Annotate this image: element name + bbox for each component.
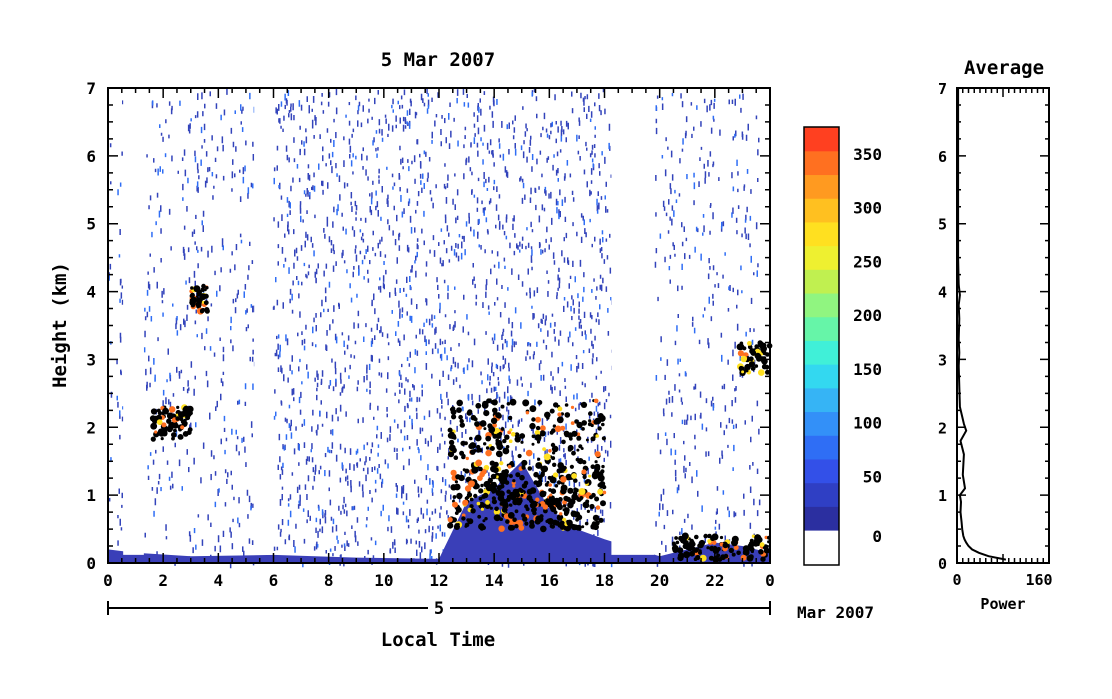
x-tick-label: 0 xyxy=(103,571,113,590)
y-tick-label: 4 xyxy=(86,283,96,302)
average-title: Average xyxy=(964,57,1044,79)
colorbar-swatch xyxy=(804,435,839,460)
x-tick-label: 4 xyxy=(214,571,224,590)
plot-frame xyxy=(107,87,771,564)
heatmap-cells xyxy=(108,88,761,569)
y-tick-label: 2 xyxy=(86,418,96,437)
average-axis-ticks xyxy=(956,87,1050,564)
date-axis-day: 5 xyxy=(434,599,444,619)
colorbar-tick-label: 200 xyxy=(853,306,882,325)
surface-layer-area xyxy=(108,461,770,563)
x-tick-label: 2 xyxy=(158,571,168,590)
colorbar-swatch xyxy=(804,127,839,152)
echo-cluster xyxy=(149,404,194,442)
surface-layer xyxy=(108,88,770,563)
average-y-tick-label: 6 xyxy=(938,148,947,166)
colorbar-swatches xyxy=(804,127,839,531)
axis-ticks xyxy=(107,87,771,564)
x-tick-label: 16 xyxy=(540,571,559,590)
colorbar-tick-label: 300 xyxy=(853,199,882,218)
echo-cluster xyxy=(671,532,771,563)
colorbar-tick-label: 50 xyxy=(863,467,882,486)
x-tick-label: 12 xyxy=(429,571,448,590)
y-tick-label: 3 xyxy=(86,350,96,369)
x-tick-label: 8 xyxy=(324,571,334,590)
colorbar-swatch xyxy=(804,340,839,365)
colorbar-swatch xyxy=(804,150,839,176)
echo-cluster xyxy=(189,283,210,315)
y-axis-label: Height (km) xyxy=(49,262,71,388)
average-y-tick-label: 7 xyxy=(938,80,947,98)
colorbar-swatch xyxy=(804,198,839,223)
colorbar-swatch xyxy=(804,506,839,531)
colorbar-tick-label: 350 xyxy=(853,145,882,164)
colorbar-swatch xyxy=(804,364,839,389)
y-tick-label: 1 xyxy=(86,486,96,505)
colorbar-swatch xyxy=(804,387,839,413)
average-y-tick-labels: 0 1 2 3 4 5 6 7 xyxy=(938,80,947,573)
x-tick-label: 6 xyxy=(269,571,279,590)
average-y-tick-label: 2 xyxy=(938,419,947,437)
x-tick-label: 10 xyxy=(374,571,393,590)
average-y-tick-label: 4 xyxy=(938,284,947,302)
y-tick-label: 0 xyxy=(86,554,96,573)
colorbar-frame xyxy=(803,126,840,566)
x-tick-label: 18 xyxy=(595,571,614,590)
height-time-plot: 5 Mar 2007 0 2 4 6 8 10 12 14 16 18 20 22 0 01234567… xyxy=(49,49,874,651)
colorbar-swatch xyxy=(804,174,839,199)
colorbar-swatch xyxy=(804,292,839,318)
x-tick-labels: 0 2 4 6 8 10 12 14 16 18 20 22 0 xyxy=(103,571,775,590)
y-tick-label: 7 xyxy=(86,79,96,98)
average-x-tick-labels: 0 160 xyxy=(952,571,1052,589)
date-axis-month: Mar 2007 xyxy=(797,603,874,622)
colorbar-tick-label: 100 xyxy=(853,414,882,433)
average-y-tick-label: 3 xyxy=(938,351,947,369)
colorbar-tick-label: 0 xyxy=(872,527,882,546)
y-tick-label: 5 xyxy=(86,215,96,234)
average-x-label: Power xyxy=(980,595,1025,613)
average-y-tick-label: 1 xyxy=(938,487,947,505)
colorbar-swatch xyxy=(804,458,839,484)
chart-title: 5 Mar 2007 xyxy=(381,49,495,71)
average-y-tick-label: 5 xyxy=(938,216,947,234)
data-gap xyxy=(123,88,144,555)
x-tick-label: 14 xyxy=(485,571,504,590)
average-x-tick-label: 160 xyxy=(1025,571,1052,589)
y-tick-labels: 0 1 2 3 4 5 6 7 xyxy=(86,79,96,573)
colorbar-tick-labels: 0 50 100 150 200 250 300 350 xyxy=(853,145,882,546)
echo-cluster xyxy=(447,398,607,533)
colorbar-swatch xyxy=(804,269,839,294)
y-tick-label: 6 xyxy=(86,147,96,166)
colorbar-swatch xyxy=(804,411,839,436)
x-axis-label: Local Time xyxy=(381,629,495,651)
noise-cells-dark xyxy=(108,88,761,569)
colorbar-swatch xyxy=(804,316,839,341)
strong-echo-clusters xyxy=(149,283,773,563)
average-x-tick-label: 0 xyxy=(952,571,961,589)
colorbar-tick-label: 250 xyxy=(853,252,882,271)
colorbar-swatch xyxy=(804,482,839,507)
average-y-tick-label: 0 xyxy=(938,555,947,573)
data-gap xyxy=(611,88,655,555)
colorbar-tick-label: 150 xyxy=(853,360,882,379)
average-frame xyxy=(956,87,1050,564)
date-axis: 5 Mar 2007 xyxy=(107,598,874,622)
x-tick-label: 20 xyxy=(650,571,669,590)
colorbar-swatch xyxy=(804,221,839,247)
average-power-line xyxy=(957,88,1007,561)
colorbar: 0 50 100 150 200 250 300 350 xyxy=(803,126,882,566)
x-tick-label: 22 xyxy=(705,571,724,590)
x-tick-label: 0 xyxy=(765,571,775,590)
colorbar-swatch xyxy=(804,245,839,270)
average-profile-plot: Average 0 1 2 3 4 5 6 7 0 160 Power xyxy=(938,57,1053,613)
data-gap xyxy=(254,88,273,555)
